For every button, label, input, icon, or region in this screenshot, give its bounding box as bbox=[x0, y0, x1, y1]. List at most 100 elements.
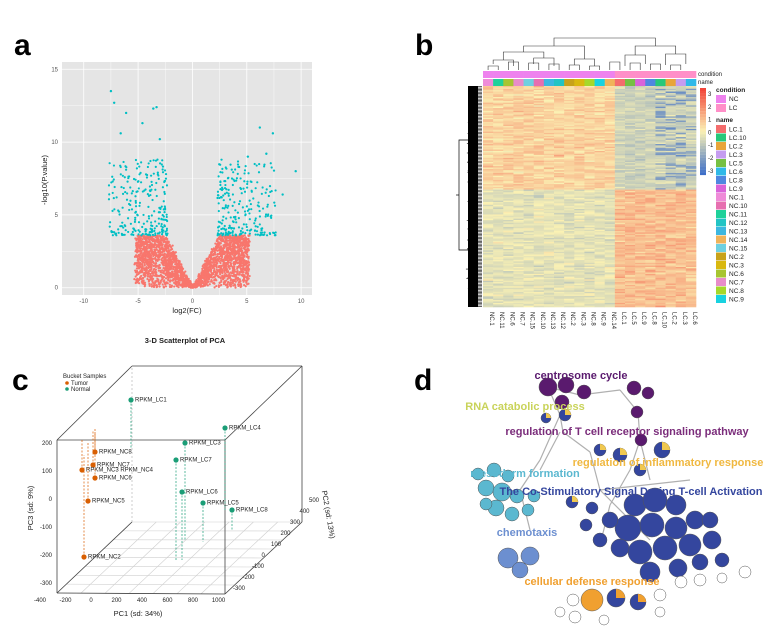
volcano-point bbox=[226, 286, 229, 289]
volcano-point-significant bbox=[262, 233, 265, 237]
volcano-point bbox=[216, 255, 219, 258]
volcano-point-significant bbox=[227, 226, 230, 230]
volcano-point bbox=[215, 271, 218, 275]
volcano-point bbox=[196, 281, 199, 284]
volcano-point bbox=[135, 239, 138, 242]
volcano-point bbox=[231, 252, 234, 255]
volcano-point bbox=[141, 280, 144, 283]
volcano-point bbox=[223, 281, 227, 284]
volcano-point-significant bbox=[121, 206, 124, 209]
volcano-point-significant bbox=[236, 163, 240, 166]
volcano-point bbox=[213, 267, 216, 271]
volcano-point bbox=[164, 262, 167, 265]
volcano-point-significant bbox=[138, 165, 141, 168]
volcano-point bbox=[226, 283, 229, 286]
volcano-point bbox=[213, 279, 217, 282]
volcano-point-significant bbox=[263, 165, 266, 168]
volcano-point-significant bbox=[258, 209, 261, 213]
volcano-point-significant bbox=[159, 207, 162, 211]
volcano-point-significant bbox=[122, 233, 125, 236]
volcano-point bbox=[141, 261, 144, 265]
volcano-point bbox=[208, 263, 211, 266]
volcano-point-significant bbox=[148, 189, 151, 192]
volcano-point-significant bbox=[125, 198, 129, 201]
volcano-point bbox=[134, 269, 137, 272]
volcano-point-significant bbox=[122, 160, 125, 164]
volcano-point bbox=[248, 274, 251, 278]
volcano-point bbox=[237, 257, 240, 260]
volcano-point-significant bbox=[281, 193, 284, 196]
volcano-point bbox=[142, 240, 145, 244]
volcano-point bbox=[187, 282, 191, 285]
volcano-point bbox=[140, 257, 144, 260]
volcano-point bbox=[235, 237, 238, 240]
volcano-point bbox=[155, 275, 158, 278]
volcano-point-significant bbox=[274, 189, 277, 192]
volcano-point-significant bbox=[165, 184, 169, 187]
volcano-point bbox=[242, 280, 245, 283]
volcano-point bbox=[220, 279, 223, 282]
volcano-point-significant bbox=[234, 209, 237, 212]
volcano-point-significant bbox=[147, 217, 151, 220]
volcano-point bbox=[229, 243, 232, 246]
volcano-point-significant bbox=[144, 188, 147, 191]
volcano-point bbox=[236, 279, 239, 282]
volcano-point bbox=[175, 262, 178, 265]
volcano-point-significant bbox=[161, 159, 164, 162]
dendrogram-branch bbox=[502, 51, 545, 60]
volcano-point-significant bbox=[224, 183, 227, 187]
volcano-point bbox=[216, 237, 220, 241]
volcano-point bbox=[174, 278, 177, 281]
volcano-point-significant bbox=[134, 211, 137, 214]
volcano-point-significant bbox=[145, 173, 149, 177]
volcano-point bbox=[138, 265, 141, 268]
row-dendrogram-branch bbox=[458, 139, 468, 251]
volcano-point-significant bbox=[223, 179, 226, 183]
volcano-point-significant bbox=[140, 161, 143, 164]
volcano-point bbox=[163, 247, 166, 251]
volcano-point-significant bbox=[260, 192, 263, 195]
volcano-point bbox=[219, 237, 222, 240]
volcano-point-significant bbox=[160, 205, 163, 208]
volcano-point bbox=[142, 257, 145, 260]
volcano-point bbox=[245, 266, 248, 270]
volcano-point bbox=[145, 265, 148, 269]
volcano-point-significant bbox=[269, 215, 272, 218]
volcano-point bbox=[175, 283, 178, 286]
volcano-point bbox=[231, 269, 234, 272]
volcano-point bbox=[221, 238, 224, 241]
volcano-point-significant bbox=[152, 107, 155, 110]
volcano-point bbox=[232, 254, 236, 258]
volcano-point bbox=[198, 274, 201, 277]
volcano-point bbox=[217, 241, 220, 244]
volcano-point bbox=[238, 241, 241, 244]
volcano-point-significant bbox=[237, 226, 241, 229]
volcano-point bbox=[246, 283, 249, 286]
volcano-point-significant bbox=[239, 187, 243, 191]
volcano-point-significant bbox=[158, 137, 162, 141]
volcano-point-significant bbox=[155, 194, 158, 198]
volcano-point-significant bbox=[120, 185, 123, 189]
volcano-point bbox=[158, 249, 162, 252]
volcano-point-significant bbox=[144, 230, 147, 233]
volcano-point-significant bbox=[134, 218, 137, 221]
volcano-point bbox=[172, 272, 175, 275]
volcano-point bbox=[158, 266, 161, 269]
volcano-point bbox=[229, 281, 233, 284]
volcano-point-significant bbox=[131, 230, 134, 234]
condition-annotation-cell bbox=[645, 71, 656, 78]
volcano-point bbox=[157, 274, 160, 278]
dendrogram-branch bbox=[665, 53, 687, 65]
name-annotation-cell bbox=[645, 79, 656, 86]
volcano-point bbox=[162, 249, 166, 253]
volcano-point-significant bbox=[243, 190, 247, 193]
volcano-point bbox=[235, 276, 238, 279]
volcano-point bbox=[220, 257, 223, 260]
volcano-point bbox=[219, 273, 222, 276]
volcano-point-significant bbox=[254, 187, 257, 190]
volcano-point bbox=[206, 281, 209, 284]
volcano-point-significant bbox=[234, 215, 237, 218]
volcano-point bbox=[236, 283, 240, 286]
volcano-point bbox=[242, 265, 245, 269]
volcano-point bbox=[162, 285, 165, 288]
